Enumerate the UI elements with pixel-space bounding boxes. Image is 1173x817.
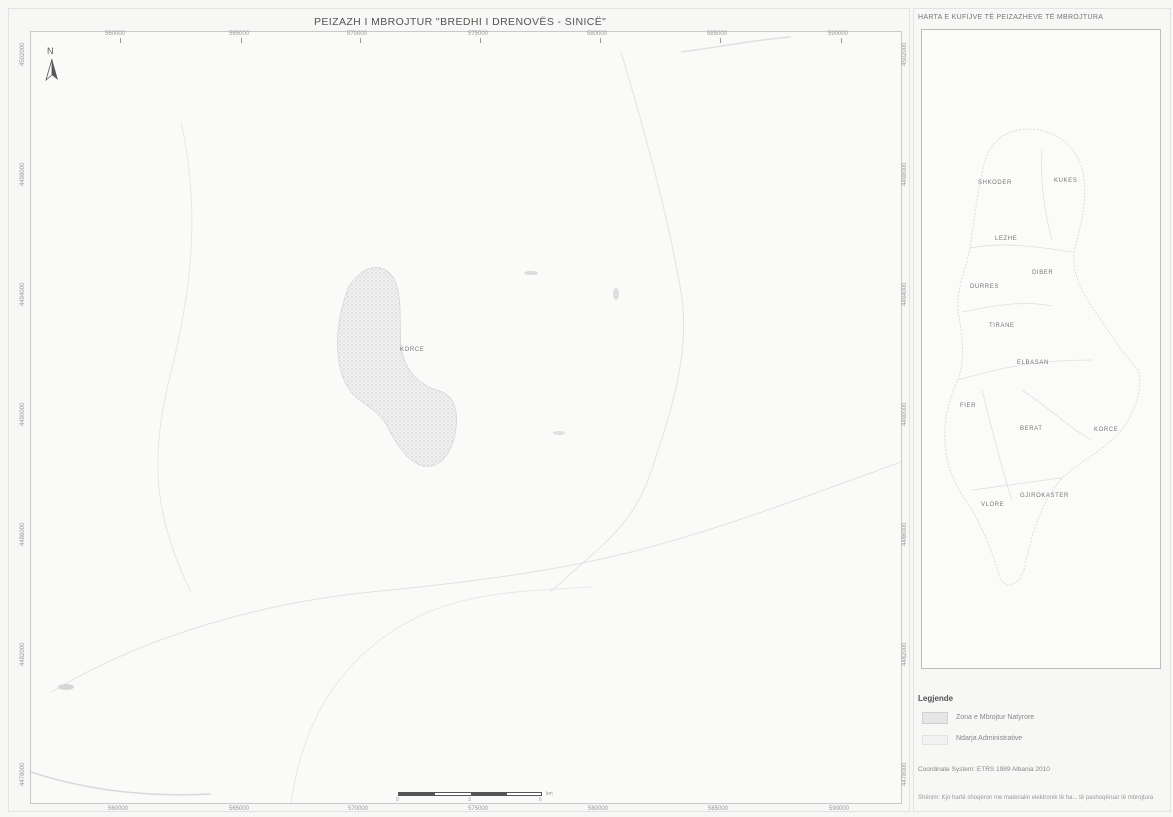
inset-label-lezhe: LEZHE (995, 236, 1018, 242)
inset-label-diber: DIBER (1032, 270, 1054, 276)
tick-label: 575000 (468, 806, 489, 812)
tick-mark (360, 38, 361, 43)
map-canvas (31, 36, 901, 803)
tick-label: 4482000 (902, 642, 908, 666)
legend-label-protected-area: Zona e Mbrojtur Natyrore (956, 714, 1035, 721)
north-label: N (47, 46, 54, 56)
terrain-line (680, 36, 792, 53)
tick-label: 590000 (828, 31, 849, 37)
terrain-line (157, 121, 193, 593)
tick-label: 4486000 (902, 522, 908, 546)
inset-label-tirane: TIRANE (989, 323, 1015, 329)
scale-bar-segment (471, 793, 507, 795)
tick-label: 580000 (588, 806, 609, 812)
tick-label: 4490000 (902, 402, 908, 426)
boundary-line (550, 51, 685, 593)
area-label: KORCE (400, 347, 425, 353)
tick-label: 4490000 (20, 402, 26, 426)
tick-label: 4478000 (20, 762, 26, 786)
inset-title: HARTA E KUFIJVE TË PEIZAZHEVE TË MBROJTU… (918, 14, 1104, 21)
tick-label: 565000 (229, 806, 250, 812)
tick-label: 585000 (707, 31, 728, 37)
legend-swatch-protected-area (922, 712, 948, 724)
tick-label: 590000 (829, 806, 850, 812)
inset-label-fier: FIER (960, 403, 977, 409)
tick-label: 4502000 (20, 42, 26, 66)
inset-label-elbasan: ELBASAN (1017, 360, 1049, 366)
tick-mark (720, 38, 721, 43)
inset-label-korce: KORCE (1094, 427, 1119, 433)
tick-label: 4478000 (902, 762, 908, 786)
inset-label-vlore: VLORE (981, 502, 1005, 508)
tick-label: 560000 (105, 31, 126, 37)
river-line (31, 771, 212, 796)
map-title: PEIZAZH I MBROJTUR "BREDHI I DRENOVËS - … (314, 16, 607, 28)
inset-map[interactable]: SHKODER KUKES LEZHE DIBER DURRES TIRANE … (921, 29, 1161, 669)
lake-feature (58, 684, 74, 690)
tick-mark (480, 38, 481, 43)
protected-area-polygon (337, 267, 457, 467)
inset-label-durres: DURRES (970, 284, 999, 290)
boundary-line (50, 461, 901, 693)
tick-mark (841, 38, 842, 43)
tick-label: 4494000 (902, 282, 908, 306)
tick-label: 570000 (348, 806, 369, 812)
tick-mark (120, 38, 121, 43)
tick-label: 575000 (468, 31, 489, 37)
tick-label: 570000 (347, 31, 368, 37)
tick-label: 4494000 (20, 282, 26, 306)
tick-mark (241, 38, 242, 43)
tick-label: 585000 (708, 806, 729, 812)
inset-label-kukes: KUKES (1054, 178, 1078, 184)
scale-bar (398, 792, 542, 796)
scale-tick: 6 (539, 797, 542, 803)
inset-label-shkoder: SHKODER (978, 180, 1012, 186)
map-sheet-frame (8, 8, 910, 812)
tick-label: 4502000 (902, 42, 908, 66)
north-arrow-icon (45, 58, 58, 82)
legend-heading: Legjende (918, 694, 954, 703)
scale-tick: 3 (468, 797, 471, 803)
side-panel-frame (913, 8, 1171, 812)
lake-feature (524, 271, 538, 275)
tick-label: 4486000 (20, 522, 26, 546)
terrain-line (290, 586, 592, 803)
tick-label: 560000 (108, 806, 129, 812)
legend-swatch-admin-boundary (922, 735, 948, 745)
scale-tick: 0 (396, 797, 399, 803)
tick-label: 4498000 (20, 162, 26, 186)
tick-label: 4498000 (902, 162, 908, 186)
lake-feature (553, 431, 565, 435)
scale-bar-segment (399, 793, 435, 795)
tick-mark (600, 38, 601, 43)
scale-unit: km (546, 791, 553, 797)
albania-outline (944, 128, 1141, 586)
main-map[interactable] (30, 31, 902, 804)
tick-label: 565000 (229, 31, 250, 37)
map-note: Shënim: Kjo hartë shoqëron me materialin… (918, 795, 1154, 801)
lake-feature (613, 288, 619, 300)
tick-label: 4482000 (20, 642, 26, 666)
coordinate-system: Coordinate System: ETRS 1989 Albania 201… (918, 766, 1050, 773)
legend-label-admin-boundary: Ndarja Administrative (956, 735, 1023, 742)
inset-label-gjirokaster: GJIROKASTER (1020, 493, 1069, 499)
tick-label: 580000 (587, 31, 608, 37)
inset-label-berat: BERAT (1020, 426, 1043, 432)
